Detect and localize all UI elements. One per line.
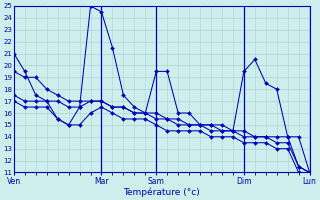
X-axis label: Température (°c): Température (°c) (123, 187, 200, 197)
